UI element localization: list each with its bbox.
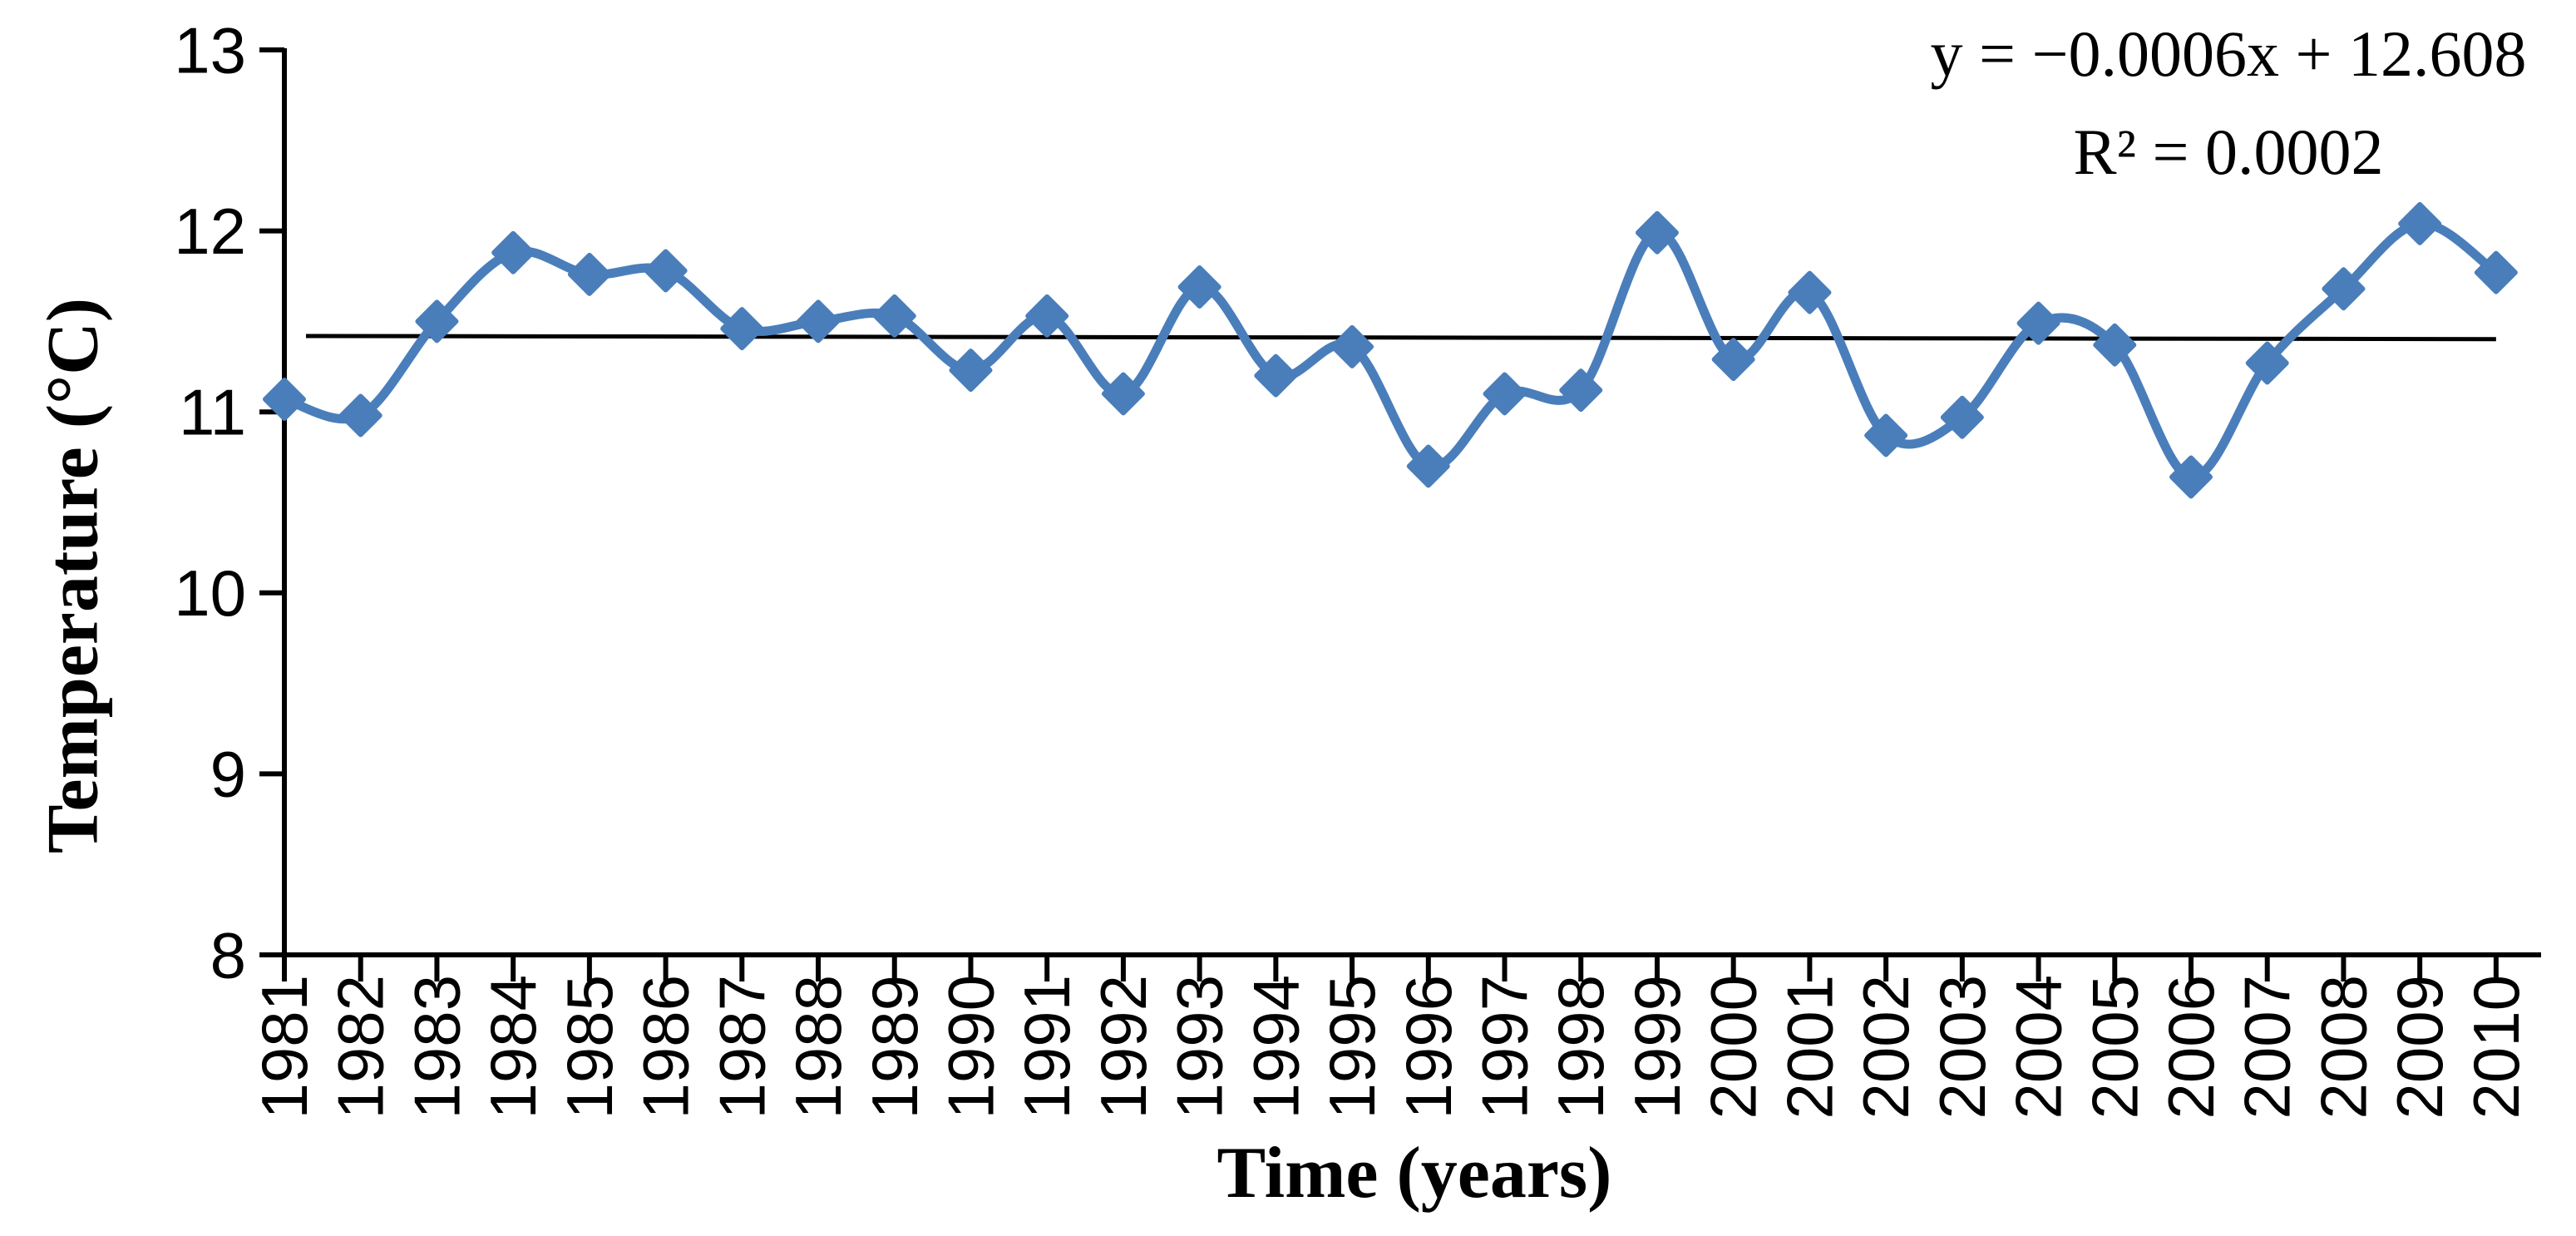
y-axis-title: Temperature (°C): [32, 297, 114, 854]
x-tick-label: 1998: [1544, 975, 1617, 1120]
series-line: [279, 219, 2501, 482]
data-point-marker: [1025, 294, 1069, 338]
x-tick-label: 2007: [2231, 975, 2304, 1120]
x-tick-label: 2005: [2078, 975, 2151, 1120]
y-tick-label: 12: [174, 195, 246, 268]
trendline-r-squared-label: R² = 0.0002: [2073, 116, 2384, 188]
x-tick-label: 1989: [858, 975, 931, 1120]
trendline: [305, 334, 2496, 342]
y-tick-label: 13: [174, 13, 246, 87]
data-point-marker: [949, 349, 993, 393]
data-point-marker: [2016, 301, 2060, 345]
data-point-marker: [415, 299, 459, 344]
x-tick-label: 2002: [1849, 975, 1922, 1120]
x-tick-label: 1990: [934, 975, 1007, 1120]
data-point-marker: [872, 294, 916, 338]
x-tick-label: 1983: [400, 975, 473, 1120]
trendline-equation-label: y = −0.0006x + 12.608: [1930, 17, 2527, 90]
x-tick-label: 1993: [1163, 975, 1236, 1120]
data-point-marker: [1254, 353, 1298, 398]
x-tick-label: 1985: [553, 975, 626, 1120]
x-tick-label: 1988: [782, 975, 855, 1120]
y-tick-label: 8: [210, 918, 246, 991]
data-point-marker: [1483, 372, 1527, 416]
x-tick-label: 1987: [705, 975, 778, 1120]
x-tick-label: 1994: [1239, 975, 1312, 1120]
data-point-marker: [2093, 323, 2137, 367]
data-point-marker: [797, 299, 841, 344]
x-tick-label: 1992: [1087, 975, 1160, 1120]
data-point-marker: [1711, 338, 1755, 382]
data-point-marker: [1330, 324, 1374, 368]
x-tick-label: 1997: [1468, 975, 1542, 1120]
x-tick-label: 2000: [1697, 975, 1770, 1120]
x-tick-label: 2003: [1926, 975, 1999, 1120]
x-tick-label: 2008: [2307, 975, 2380, 1120]
x-tick-label: 1984: [476, 975, 550, 1120]
data-point-marker: [2169, 455, 2213, 499]
data-point-marker: [1864, 413, 1908, 457]
x-tick-label: 1996: [1392, 975, 1465, 1120]
x-tick-label: 1986: [629, 975, 703, 1120]
data-point-marker: [1635, 210, 1679, 255]
x-tick-label: 1982: [324, 975, 397, 1120]
data-point-marker: [338, 393, 382, 438]
data-point-marker: [720, 307, 764, 351]
x-tick-label: 1991: [1010, 975, 1083, 1120]
y-tick-label: 10: [174, 556, 246, 630]
x-axis-title: Time (years): [1216, 1133, 1612, 1214]
data-point-marker: [263, 377, 306, 421]
data-point-marker: [567, 252, 611, 296]
data-point-marker: [1788, 270, 1832, 314]
data-point-marker: [644, 249, 688, 293]
x-tick-label: 2010: [2460, 975, 2533, 1120]
x-tick-label: 2006: [2154, 975, 2228, 1120]
data-point-marker: [2245, 341, 2289, 385]
y-tick-label: 11: [179, 376, 246, 449]
data-point-marker: [2474, 250, 2518, 294]
x-tick-label: 1981: [248, 975, 321, 1120]
x-tick-label: 2001: [1773, 975, 1846, 1120]
x-tick-label: 2009: [2383, 975, 2456, 1120]
y-tick-label: 9: [210, 738, 246, 811]
x-tick-label: 2004: [2002, 975, 2075, 1120]
data-point-marker: [2398, 201, 2442, 245]
data-point-marker: [1101, 372, 1145, 416]
data-point-marker: [1406, 444, 1450, 488]
x-tick-label: 1999: [1621, 975, 1694, 1120]
data-point-marker: [1940, 395, 1984, 439]
x-tick-label: 1995: [1315, 975, 1389, 1120]
data-point-marker: [2322, 267, 2366, 311]
data-point-marker: [1177, 265, 1221, 309]
data-point-marker: [1559, 368, 1603, 413]
data-point-marker: [491, 230, 535, 274]
